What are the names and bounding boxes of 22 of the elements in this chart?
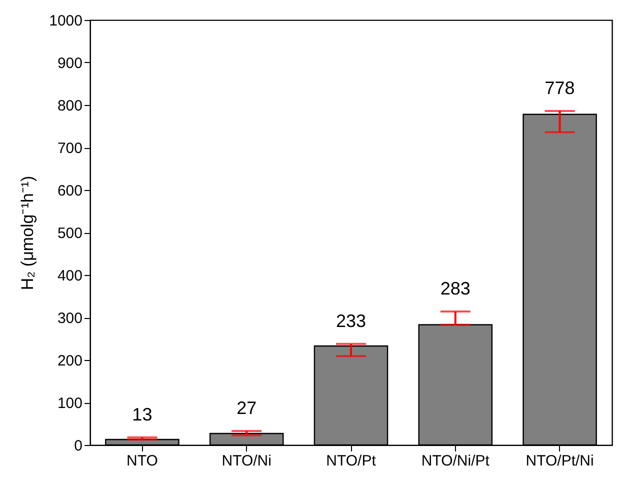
y-tick-label: 400 — [57, 268, 82, 284]
y-tick-label: 600 — [57, 182, 82, 200]
y-tick-label: 0 — [74, 438, 82, 454]
data-label: 283 — [440, 278, 470, 299]
y-tick-label: 800 — [57, 98, 82, 114]
y-tick-label: 500 — [57, 225, 82, 242]
data-label: 233 — [336, 310, 366, 331]
x-tick-label: NTO — [126, 452, 158, 470]
x-tick-label: NTO/Ni — [222, 452, 272, 470]
y-tick-label: 200 — [57, 352, 82, 370]
data-label: 13 — [132, 404, 152, 424]
y-tick-label: 300 — [57, 310, 82, 327]
x-tick-label: NTO/Pt/Ni — [526, 452, 594, 470]
y-tick-label: 1000 — [49, 12, 82, 30]
y-axis-title: H₂ (μmolg⁻¹h⁻¹) — [18, 176, 38, 290]
y-tick-label: 900 — [57, 55, 82, 72]
data-label: 778 — [544, 78, 575, 98]
x-tick-label: NTO/Ni/Pt — [421, 452, 490, 470]
y-tick-label: 700 — [57, 140, 82, 157]
y-tick-label: 100 — [57, 395, 82, 412]
x-tick-label: NTO/Pt — [326, 452, 377, 470]
data-label: 27 — [236, 398, 257, 418]
